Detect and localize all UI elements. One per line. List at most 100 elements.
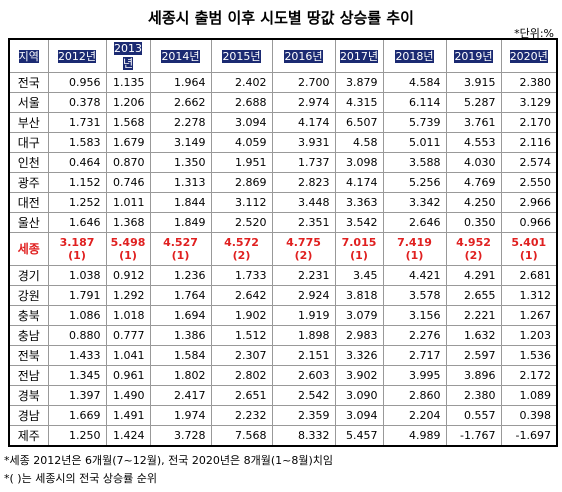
table-cell: 7.568 (210, 425, 273, 447)
table-cell: 1.849 (149, 212, 212, 233)
region-cell: 경북 (8, 385, 49, 406)
table-row: 서울 0.378 1.206 2.662 2.688 2.974 4.315 6.114 5.2… (8, 92, 558, 113)
table-cell: 1.018 (105, 305, 151, 326)
column-header: 2016년 (271, 38, 336, 73)
table-cell: 4.775 (2) (271, 232, 336, 266)
column-header-text: 지역 (18, 50, 39, 63)
table-row: 부산 1.731 1.568 2.278 3.094 4.174 6.507 5.739 3.7… (8, 112, 558, 133)
table-cell: 2.276 (382, 325, 447, 346)
table-cell: 4.769 (445, 172, 502, 193)
table-cell: 2.542 (271, 385, 336, 406)
table-cell: 1.135 (105, 72, 151, 93)
table-cell: 1.368 (105, 212, 151, 233)
table-cell: 3.156 (382, 305, 447, 326)
table-cell: 6.114 (382, 92, 447, 113)
table-cell: 1.898 (271, 325, 336, 346)
cell-line: (2) (464, 249, 483, 262)
table-cell: -1.767 (445, 425, 502, 447)
cell-line: (2) (294, 249, 313, 262)
column-header: 2017년 (334, 38, 384, 73)
note: *세종 2012년은 6개월(7~12월), 전국 2020년은 8개월(1~8… (4, 454, 333, 467)
table-cell: 1.086 (47, 305, 107, 326)
table-cell: 4.989 (382, 425, 447, 447)
table-cell: 2.221 (445, 305, 502, 326)
table-row: 경북 1.397 1.490 2.417 2.651 2.542 3.090 2.860 2.3… (8, 385, 558, 406)
table-cell: 1.041 (105, 345, 151, 366)
table-cell: 2.151 (271, 345, 336, 366)
table-cell: 2.231 (271, 265, 336, 286)
column-header: 2015년 (210, 38, 273, 73)
table-cell: 2.655 (445, 285, 502, 306)
table-cell: 0.464 (47, 152, 107, 173)
table-cell: 2.417 (149, 385, 212, 406)
cell-line: 7.015 (341, 236, 377, 249)
table-row: 전북 1.433 1.041 1.584 2.307 2.151 3.326 2.717 2.5… (8, 345, 558, 366)
table-cell: 2.646 (382, 212, 447, 233)
table-cell: 2.802 (210, 365, 273, 386)
table-cell: 0.880 (47, 325, 107, 346)
table-cell: 3.342 (382, 192, 447, 213)
table-cell: 3.896 (445, 365, 502, 386)
table-cell: 1.737 (271, 152, 336, 173)
table-cell: 2.651 (210, 385, 273, 406)
region-cell: 경기 (8, 265, 49, 286)
table-cell: 2.359 (271, 405, 336, 426)
cell-line: 5.498 (110, 236, 146, 249)
table-cell: 4.291 (445, 265, 502, 286)
table-cell: 2.550 (500, 172, 558, 193)
table-cell: 7.419 (1) (382, 232, 447, 266)
table-head: 지역 2012년 2013년 2014년 2015년 2016년 2017년 2018년 201… (8, 38, 558, 73)
table-cell: 1.733 (210, 265, 273, 286)
column-header: 2018년 (382, 38, 447, 73)
column-header: 2012년 (47, 38, 107, 73)
table-cell: 2.983 (334, 325, 384, 346)
table-cell: 1.236 (149, 265, 212, 286)
table-cell: 3.818 (334, 285, 384, 306)
cell-line: 7.419 (397, 236, 432, 249)
cell-line: 4.952 (456, 236, 491, 249)
table-cell: 2.662 (149, 92, 212, 113)
title: 세종시 출범 이후 시도별 땅값 상승률 추이 (148, 9, 414, 27)
table-cell: 1.491 (105, 405, 151, 426)
table-cell: 6.507 (334, 112, 384, 133)
cell-line: (1) (119, 249, 137, 262)
column-header-text: 2013년 (114, 41, 142, 70)
region-cell: 제주 (8, 425, 49, 447)
table-cell: 0.378 (47, 92, 107, 113)
table-cell: 1.386 (149, 325, 212, 346)
table-cell: 5.401 (1) (500, 232, 558, 266)
table-cell: 5.457 (334, 425, 384, 447)
table-cell: 5.287 (445, 92, 502, 113)
table-body: 전국 0.956 1.135 1.964 2.402 2.700 3.879 4.584 3.9… (8, 72, 558, 447)
table-cell: 3.112 (210, 192, 273, 213)
table-cell: 1.902 (210, 305, 273, 326)
table-cell: 0.777 (105, 325, 151, 346)
region-cell: 충북 (8, 305, 49, 326)
table-cell: 1.345 (47, 365, 107, 386)
table-cell: 1.292 (105, 285, 151, 306)
table-cell: 3.879 (334, 72, 384, 93)
region-cell: 대구 (8, 132, 49, 153)
cell-line: (2) (232, 249, 251, 262)
table-row: 강원 1.791 1.292 1.764 2.642 2.924 3.818 3.578 2.6… (8, 285, 558, 306)
table-cell: 8.332 (271, 425, 336, 447)
table-cell: 1.791 (47, 285, 107, 306)
table-row: 울산 1.646 1.368 1.849 2.520 2.351 3.542 2.646 0.3… (8, 212, 558, 233)
table-row: 충남 0.880 0.777 1.386 1.512 1.898 2.983 2.276 1.6… (8, 325, 558, 346)
note: *( )는 세종시의 전국 상승률 순위 (4, 472, 158, 485)
region-cell: 광주 (8, 172, 49, 193)
notes: *세종 2012년은 6개월(7~12월), 전국 2020년은 8개월(1~8… (4, 452, 333, 488)
table-cell: 3.578 (382, 285, 447, 306)
table-cell: 1.089 (500, 385, 558, 406)
table-cell: 1.974 (149, 405, 212, 426)
column-header-text: 2019년 (454, 50, 493, 63)
table-cell: 1.951 (210, 152, 273, 173)
cell-line: 4.775 (286, 236, 321, 249)
table-cell: 2.278 (149, 112, 212, 133)
table-cell: 4.174 (271, 112, 336, 133)
table-cell: 4.315 (334, 92, 384, 113)
table-cell: 4.250 (445, 192, 502, 213)
table-cell: 3.931 (271, 132, 336, 153)
data-table: 지역 2012년 2013년 2014년 2015년 2016년 2017년 2018년 201… (8, 38, 558, 447)
table-cell: 1.252 (47, 192, 107, 213)
